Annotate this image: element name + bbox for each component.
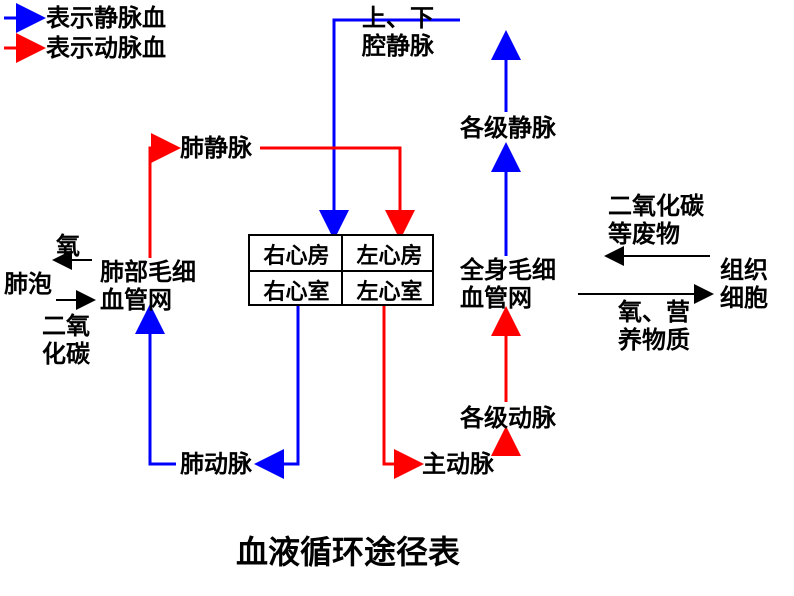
- co2-label: 二氧化碳: [42, 314, 90, 369]
- left-atrium: 左心房: [343, 236, 436, 272]
- arrow-pulm_vein_to_heart: [260, 148, 400, 234]
- left-ventricle: 左心室: [343, 272, 436, 308]
- heart-box: 右心房 左心房 右心室 左心室: [248, 234, 434, 306]
- veins-label: 各级静脉: [460, 116, 556, 144]
- body-capillary-label: 全身毛细血管网: [460, 258, 556, 313]
- legend-arterial-label: 表示动脉血: [46, 36, 166, 64]
- tissue-label: 组织细胞: [720, 258, 768, 313]
- diagram-title: 血液循环途径表: [236, 534, 460, 571]
- lung-capillary-label: 肺部毛细血管网: [100, 260, 196, 315]
- nutrients-label: 氧、营养物质: [618, 300, 690, 355]
- waste-label: 二氧化碳等废物: [608, 194, 704, 249]
- alveoli-label: 肺泡: [4, 272, 52, 300]
- arrow-pulm_artery_to_lung: [150, 310, 176, 464]
- arrow-pulm_vein_from_lung: [150, 148, 175, 258]
- oxygen-label: 氧: [56, 234, 80, 262]
- vena-cava-label: 上、下腔静脉: [362, 6, 434, 61]
- arrow-rv_to_pulm_artery: [260, 306, 298, 464]
- aorta-label: 主动脉: [422, 452, 494, 480]
- pulm-vein-label: 肺静脉: [180, 136, 252, 164]
- right-ventricle: 右心室: [250, 272, 343, 308]
- legend-venous-label: 表示静脉血: [46, 6, 166, 34]
- right-atrium: 右心房: [250, 236, 343, 272]
- arteries-label: 各级动脉: [460, 406, 556, 434]
- arrow-lv_to_aorta: [384, 306, 418, 464]
- pulm-artery-label: 肺动脉: [180, 452, 252, 480]
